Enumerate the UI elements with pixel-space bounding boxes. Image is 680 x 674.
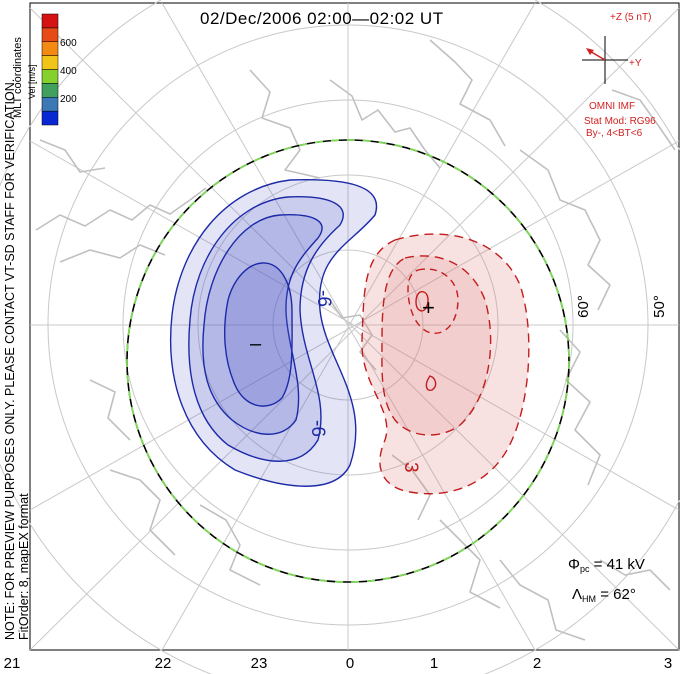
preview-note: NOTE: FOR PREVIEW PURPOSES ONLY. PLEASE … — [3, 78, 17, 640]
potential-min-marker: – — [250, 333, 262, 355]
contour-label-neg-lower: -6 — [307, 420, 328, 437]
mlt-tick: 23 — [250, 655, 268, 672]
latitude-label-50: 50° — [650, 295, 668, 318]
potential-max-marker: + — [422, 295, 435, 320]
stat-model: Stat Mod: RG96 — [584, 116, 656, 127]
colorbar-tick: 400 — [60, 66, 77, 77]
colorbar-swatch — [41, 69, 59, 84]
mlt-tick: 0 — [345, 655, 355, 672]
hm-boundary-dash — [126, 139, 570, 583]
imf-z-label: +Z (5 nT) — [610, 12, 652, 23]
lambda-subscript: HM — [582, 594, 597, 604]
phi-symbol: Φ — [568, 556, 580, 573]
mlt-tick: 22 — [154, 655, 172, 672]
colorbar-tick: 600 — [60, 38, 77, 49]
hm-latitude: ΛHM = 62° — [572, 586, 636, 604]
colorbar-swatch — [41, 55, 59, 70]
mlt-tick: 1 — [429, 655, 439, 672]
colorbar-swatch — [41, 110, 59, 126]
imf-condition: By-, 4<BT<6 — [586, 128, 643, 139]
imf-y-label: +Y — [629, 58, 642, 69]
colorbar-swatch — [41, 13, 59, 29]
contour-label-pos: 3 — [400, 462, 421, 473]
contour-label-neg-upper: -6 — [313, 290, 334, 307]
phi-subscript: pc — [579, 564, 590, 574]
velocity-colorbar — [41, 13, 59, 126]
fit-order-note: FitOrder: 8, mapEX format — [17, 493, 31, 640]
mlt-tick: 21 — [3, 655, 21, 672]
latitude-label-60: 60° — [574, 295, 592, 318]
plot-frame — [29, 2, 680, 651]
positive-cell — [361, 233, 530, 495]
colorbar-swatch — [41, 27, 59, 42]
lambda-symbol: Λ — [572, 586, 583, 603]
imf-source: OMNI IMF — [589, 101, 636, 112]
colorbar-swatch — [41, 83, 59, 98]
colorbar-swatch — [41, 41, 59, 56]
lambda-value: = 62° — [600, 586, 636, 603]
mlt-tick: 3 — [663, 655, 673, 672]
phi-value: = 41 kV — [593, 556, 645, 573]
plot-title: 02/Dec/2006 02:00—02:02 UT — [200, 9, 444, 28]
colorbar-tick: 200 — [60, 94, 77, 105]
coordinate-system-label: MLT coordinates — [12, 37, 24, 118]
mlt-tick: 2 — [532, 655, 542, 672]
negative-cell — [169, 178, 378, 487]
colorbar-swatch — [41, 97, 59, 112]
imf-dial — [582, 36, 628, 84]
colorbar-title: Vel [m/s] — [27, 64, 37, 99]
cross-polar-potential: Φpc = 41 kV — [568, 556, 645, 574]
